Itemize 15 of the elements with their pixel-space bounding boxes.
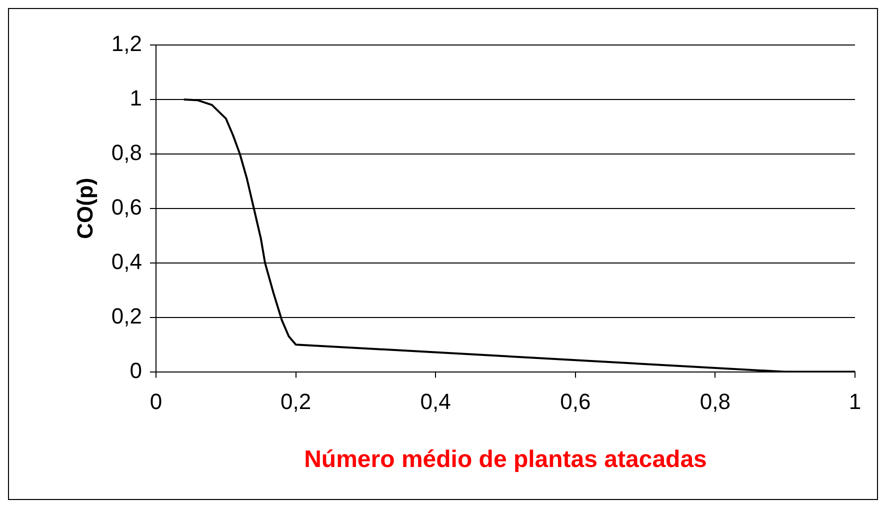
y-tick-label: 0 [130, 358, 142, 383]
y-tick-label: 1,2 [111, 31, 142, 56]
y-tick-label: 0,4 [111, 248, 142, 274]
y-tick-label: 0,2 [111, 303, 142, 328]
x-tick-label: 1 [848, 389, 862, 414]
y-tick-label: 0,8 [111, 140, 142, 165]
x-tick-label: 0,4 [420, 389, 451, 414]
x-tick-label: 0,8 [700, 389, 730, 414]
y-axis-title: CO(p) [72, 178, 98, 239]
x-tick-label: 0 [150, 389, 162, 414]
x-tick-label: 0,2 [280, 389, 312, 414]
x-axis-title: Número médio de plantas atacadas [304, 446, 707, 474]
y-tick-label: 1 [130, 86, 142, 111]
x-tick-label: 0,6 [560, 389, 591, 414]
y-tick-label: 0,6 [111, 194, 142, 220]
